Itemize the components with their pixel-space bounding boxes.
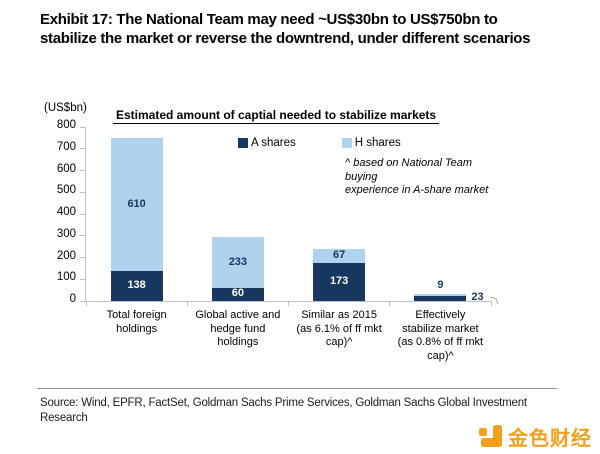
label-leader-line (490, 297, 499, 305)
y-tick-label: 500 (56, 184, 76, 197)
bar-segment-h-shares (313, 248, 366, 264)
x-category-label: Global active and hedge fund holdings (195, 309, 281, 348)
legend-label: H shares (354, 137, 401, 149)
y-tick-label: 300 (56, 227, 76, 240)
legend-item-h-shares: H shares (341, 137, 401, 149)
legend-item-a-shares: A shares (238, 137, 296, 149)
y-tick-mark (80, 148, 85, 150)
y-tick-label: 700 (56, 140, 76, 153)
logo-horizontal-shape (481, 437, 501, 447)
x-tick-mark (85, 301, 87, 306)
x-category-label: Similar as 2015 (as 6.1% of ff mkt cap)^ (296, 309, 382, 348)
jinse-finance-logo: 金色财经 (479, 422, 592, 451)
x-tick-mark (389, 301, 391, 306)
y-tick-mark (80, 213, 85, 215)
y-tick-label: 100 (56, 271, 76, 284)
bar-segment-a-shares (211, 287, 264, 301)
x-category-label: Total foreign holdings (106, 309, 167, 335)
legend-swatch-icon (238, 138, 248, 148)
bar-value-label: 610 (127, 197, 146, 210)
chart-title: Estimated amount of captial needed to st… (113, 108, 440, 124)
y-tick-mark (80, 278, 85, 280)
x-tick-mark (186, 301, 188, 306)
y-tick-mark (80, 191, 85, 193)
y-tick-label: 200 (56, 249, 76, 262)
bar-value-label: 23 (471, 291, 484, 304)
y-tick-mark (80, 170, 85, 171)
jinse-logo-text: 金色财经 (508, 428, 592, 450)
y-tick-mark (80, 257, 85, 258)
bar-value-label: 173 (329, 275, 349, 288)
y-axis-unit-label: (US$bn) (44, 102, 87, 114)
bar-value-label: 67 (333, 249, 346, 262)
y-tick-mark (80, 300, 85, 302)
exhibit-title: Exhibit 17: The National Team may need ~… (40, 11, 531, 47)
bar-value-label: 60 (231, 287, 244, 300)
chart-annotation: ^ based on National Team buying experien… (345, 157, 489, 196)
logo-vertical-shape (493, 424, 502, 447)
plot-area: 0 100 200 300 400 500 600 700 800 138 610 Total for… (57, 119, 499, 362)
x-category-label: Effectively stabilize market (as 0.8% of… (397, 309, 484, 362)
x-tick-mark (288, 301, 289, 306)
source-text: Source: Wind, EPFR, FactSet, Goldman Sac… (40, 397, 527, 424)
y-tick-mark (80, 126, 85, 128)
bar-segment-h-shares (110, 138, 163, 271)
y-tick-label: 800 (56, 119, 76, 131)
bar-segment-h-shares (414, 294, 467, 296)
y-tick-mark (80, 235, 85, 237)
legend-swatch-icon (341, 138, 352, 148)
jinse-logo-icon (479, 424, 504, 449)
y-tick-label: 600 (56, 162, 76, 175)
logo-dot-shape (479, 427, 487, 436)
bar-segment-a-shares (414, 295, 467, 301)
y-tick-label: 400 (56, 206, 76, 218)
y-tick-label: 0 (69, 293, 76, 305)
legend-label: A shares (251, 137, 296, 149)
chart-legend: A shares H shares (238, 137, 401, 149)
bar-value-label: 9 (437, 279, 444, 292)
bar-segment-a-shares (110, 270, 163, 301)
bar-segment-a-shares (313, 263, 366, 301)
footer-divider (37, 388, 557, 389)
bar-segment-h-shares (211, 237, 264, 288)
bar-value-label: 233 (228, 255, 248, 268)
bar-value-label: 138 (127, 278, 146, 291)
